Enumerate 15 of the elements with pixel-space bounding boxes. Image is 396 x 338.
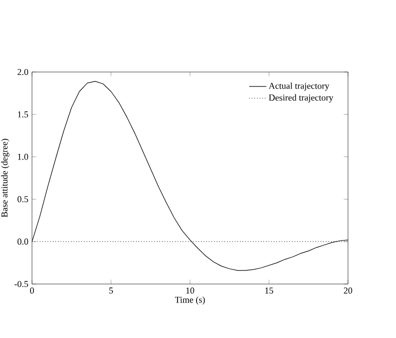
x-tick-label: 0 xyxy=(30,288,34,294)
x-tick-label: 20 xyxy=(344,288,352,294)
legend-label: Desired trajectory xyxy=(268,94,334,102)
y-tick-label: 0.0 xyxy=(18,238,28,245)
y-axis-title: Base attitude (degree) xyxy=(1,138,10,218)
x-tick-label: 10 xyxy=(186,288,194,294)
x-tick-label: 5 xyxy=(109,288,113,294)
x-tick-label: 15 xyxy=(265,288,274,294)
y-tick-label: 1.5 xyxy=(18,111,28,118)
y-tick-label: 2.0 xyxy=(18,68,28,76)
y-tick-label: -0.5 xyxy=(14,280,28,288)
y-tick-label: 1.0 xyxy=(18,154,28,160)
x-axis-title: Time (s) xyxy=(174,296,205,305)
legend-label: Actual trajectory xyxy=(268,82,330,91)
y-tick-label: 0.5 xyxy=(18,196,28,202)
